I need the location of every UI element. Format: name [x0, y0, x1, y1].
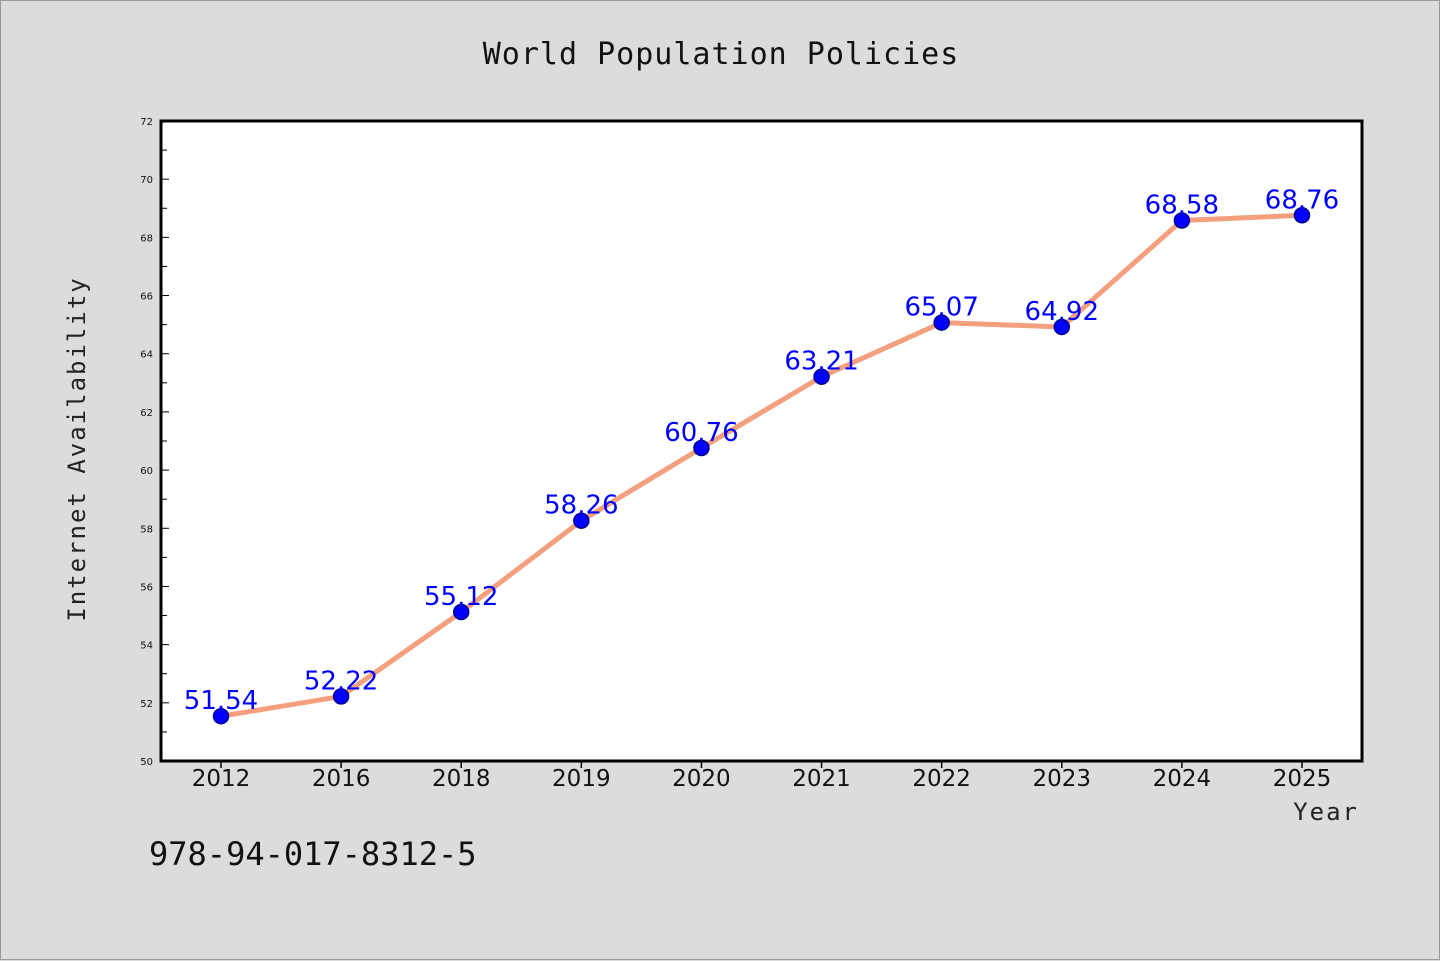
y-tick-label: 54: [140, 641, 153, 652]
data-label: 68.76: [1265, 185, 1339, 215]
x-tick-label: 2016: [312, 766, 371, 792]
data-point: [332, 688, 350, 705]
y-tick-label: 70: [140, 175, 153, 186]
data-point: [813, 368, 830, 385]
y-tick-label: 72: [140, 117, 153, 128]
x-tick-label: 2023: [1033, 766, 1092, 792]
data-point: [452, 603, 470, 621]
data-label: 64.92: [1025, 297, 1099, 327]
data-point: [1053, 318, 1071, 336]
y-axis-label: Internet Availability: [63, 276, 91, 621]
y-tick-label: 62: [140, 408, 153, 419]
data-label: 60.76: [664, 418, 738, 448]
data-point: [212, 707, 230, 725]
data-point: [693, 439, 710, 457]
data-point: [573, 512, 590, 529]
y-tick-label: 66: [140, 292, 153, 303]
x-axis-label: Year: [1293, 798, 1359, 826]
series-line: [218, 212, 1305, 719]
data-point: [933, 314, 950, 331]
data-point: [1173, 212, 1191, 229]
x-tick-label: 2021: [792, 766, 851, 792]
x-tick-label: 2019: [552, 766, 611, 792]
x-tick-label: 2012: [192, 766, 251, 792]
data-label: 58.26: [544, 491, 618, 521]
x-tick-label: 2020: [672, 766, 731, 792]
y-tick-label: 58: [140, 524, 153, 535]
isbn-note: 978-94-017-8312-5: [149, 835, 477, 873]
data-label: 65.07: [904, 293, 978, 323]
data-point: [1293, 207, 1311, 224]
y-tick-label: 52: [140, 699, 153, 710]
y-tick-label: 60: [140, 466, 153, 477]
chart-title: World Population Policies: [483, 37, 960, 72]
x-tick-label: 2025: [1273, 766, 1332, 792]
y-tick-label: 64: [140, 350, 153, 361]
x-tick-label: 2018: [432, 766, 491, 792]
y-tick-label: 56: [140, 582, 153, 593]
x-tick-label: 2022: [912, 766, 971, 792]
plot-area: [159, 119, 1364, 763]
data-label: 63.21: [784, 347, 858, 377]
data-label: 52.22: [304, 666, 378, 696]
data-label: 68.58: [1145, 190, 1219, 220]
y-tick-label: 68: [140, 233, 153, 244]
y-tick-label: 50: [140, 757, 153, 768]
x-tick-label: 2024: [1153, 766, 1212, 792]
data-label: 51.54: [184, 686, 258, 716]
data-label: 55.12: [424, 582, 498, 612]
